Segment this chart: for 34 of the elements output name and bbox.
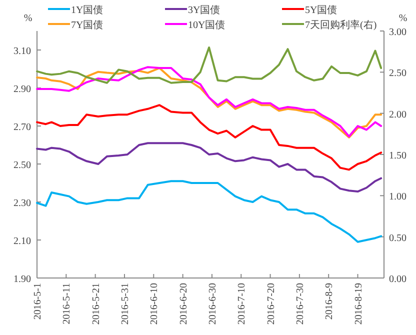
legend-label: 5Y国债 — [305, 5, 338, 16]
y-tick-label: 2.10 — [14, 236, 31, 247]
y-tick-label: 2.90 — [14, 84, 31, 95]
y2-tick-label: 2.00 — [389, 109, 406, 120]
legend-label: 3Y国债 — [188, 5, 220, 16]
y-tick-label: 3.10 — [14, 46, 31, 57]
x-tick-label: 2016-7-20 — [266, 283, 277, 325]
y2-tick-label: 2.50 — [389, 68, 406, 80]
y-tick-label: 2.70 — [14, 122, 31, 133]
y-tick-label: 1.90 — [14, 274, 31, 285]
legend-label: 7Y国债 — [71, 20, 104, 31]
x-tick-label: 2016-8-19 — [353, 283, 364, 325]
x-tick-label: 2016-6-30 — [207, 283, 218, 325]
legend-label: 1Y国债 — [71, 5, 104, 16]
x-tick-label: 2016-5-1 — [32, 283, 44, 320]
legend-label: 10Y国债 — [188, 20, 226, 31]
y2-axis-title: % — [398, 13, 408, 24]
x-tick-label: 2016-5-31 — [120, 283, 131, 325]
y2-tick-label: 1.00 — [389, 192, 406, 203]
y2-tick-label: 1.50 — [389, 150, 406, 162]
y2-tick-label: 3.00 — [389, 27, 406, 38]
y2-tick-label: 0.50 — [389, 232, 406, 244]
y-axis-title: % — [24, 13, 32, 24]
x-tick-label: 2016-8-9 — [324, 283, 336, 320]
x-tick-label: 2016-7-30 — [294, 283, 306, 325]
y-tick-label: 2.30 — [14, 198, 31, 209]
legend-label: 7天回购利率(右) — [305, 19, 377, 31]
y2-tick-label: 0.00 — [389, 274, 406, 285]
x-tick-label: 2016-5-21 — [90, 283, 102, 325]
x-tick-label: 2016-6-10 — [149, 283, 160, 325]
x-tick-label: 2016-5-11 — [62, 283, 73, 324]
x-tick-label: 2016-7-10 — [236, 283, 248, 325]
y-tick-label: 2.50 — [14, 160, 31, 171]
x-tick-label: 2016-6-20 — [178, 283, 190, 325]
